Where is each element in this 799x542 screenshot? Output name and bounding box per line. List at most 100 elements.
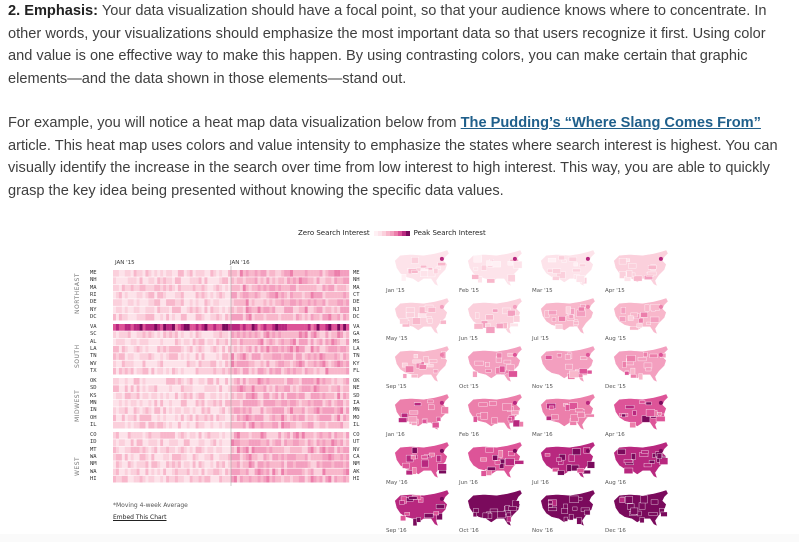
heatmap-cell <box>142 367 146 375</box>
heatmap-cell <box>290 313 294 321</box>
heatmap-cell <box>301 270 305 277</box>
us-map-icon <box>467 441 524 479</box>
heatmap-cell <box>328 324 332 331</box>
heatmap-cell <box>169 324 173 331</box>
heatmap-cell <box>346 331 350 338</box>
heatmap-cell <box>133 353 137 360</box>
heatmap-grid <box>113 266 350 486</box>
heatmap-cell <box>325 331 329 338</box>
heatmap-cell <box>263 338 267 346</box>
heatmap-cell <box>201 284 205 292</box>
heatmap-cell <box>290 432 294 439</box>
heatmap-cell <box>213 461 217 468</box>
heatmap-cell <box>325 367 329 375</box>
heatmap-cell <box>177 345 182 353</box>
us-map-icon <box>613 249 669 287</box>
heatmap-cell <box>133 439 137 446</box>
heatmap-cell <box>154 421 158 429</box>
heatmap-cell <box>251 313 255 321</box>
heatmap-cell <box>172 284 176 292</box>
region-label: SOUTH <box>74 344 81 368</box>
heatmap-cell <box>228 461 232 468</box>
heatmap-cell <box>180 360 184 368</box>
heatmap-cell <box>169 407 173 414</box>
heatmap-cell <box>136 432 140 439</box>
heatmap-cell <box>142 345 146 353</box>
heatmap-cell <box>118 392 123 400</box>
heatmap-cell <box>169 461 173 468</box>
heatmap-cell <box>210 291 214 299</box>
heatmap-cell <box>337 399 341 407</box>
heatmap-cell <box>204 475 208 483</box>
heatmap-cell <box>301 277 305 284</box>
state-label: VA <box>90 324 97 330</box>
heatmap-cell <box>239 277 243 284</box>
month-map: Jan '16 <box>386 392 456 438</box>
heatmap-cell <box>118 306 123 314</box>
heatmap-cell <box>281 392 285 400</box>
heatmap-cell <box>118 313 123 321</box>
heatmap-cell <box>334 338 338 346</box>
heatmap-cell <box>231 277 235 284</box>
state-label: OK <box>353 378 360 384</box>
heatmap-cell <box>219 270 223 277</box>
heatmap-cell <box>337 439 341 446</box>
heatmap-cell <box>195 306 199 314</box>
heatmap-cell <box>213 345 217 353</box>
heatmap-cell <box>160 432 164 439</box>
heatmap-cell <box>287 284 291 292</box>
heatmap-cell <box>169 338 173 346</box>
heatmap-cell <box>281 446 285 454</box>
heatmap-cell <box>248 324 252 331</box>
heatmap-cell <box>139 299 143 306</box>
heatmap-cell <box>343 461 347 468</box>
heatmap-cell <box>216 385 220 392</box>
heatmap-cell <box>136 407 140 414</box>
heatmap-cell <box>136 392 140 400</box>
heatmap-cell <box>192 439 196 446</box>
heatmap-cell <box>148 313 152 321</box>
heatmap-cell <box>334 291 338 299</box>
heatmap-cell <box>266 360 270 368</box>
heatmap-cell <box>145 414 149 422</box>
heatmap-cell <box>260 299 264 306</box>
heatmap-cell <box>192 284 196 292</box>
heatmap-cell <box>195 378 199 385</box>
pudding-article-link[interactable]: The Pudding’s “Where Slang Comes From” <box>460 115 761 131</box>
us-map-icon <box>540 441 596 479</box>
embed-chart-link[interactable]: Embed This Chart <box>113 514 167 521</box>
us-map-icon <box>467 393 524 431</box>
heatmap-cell <box>113 291 117 299</box>
heatmap-cell <box>298 360 302 368</box>
heatmap-cell <box>228 414 232 422</box>
heatmap-cell <box>169 446 173 454</box>
heatmap-cell <box>287 353 291 360</box>
heatmap-cell <box>189 284 193 292</box>
heatmap-cell <box>166 338 170 346</box>
us-map-icon <box>540 345 596 383</box>
heatmap-cell <box>307 468 311 476</box>
heatmap-cell <box>183 338 187 346</box>
heatmap-cell <box>192 399 196 407</box>
heatmap-cell <box>213 475 217 483</box>
heatmap-cell <box>322 306 326 314</box>
heatmap-cell <box>113 324 117 331</box>
heatmap-cell <box>174 392 179 400</box>
heatmap-cell <box>142 461 146 468</box>
heatmap-cell <box>322 277 326 284</box>
heatmap-cell <box>198 446 202 454</box>
heatmap-cell <box>260 324 264 331</box>
heatmap-cell <box>346 291 350 299</box>
heatmap-cell <box>301 475 305 483</box>
heatmap-cell <box>121 407 125 414</box>
heatmap-cell <box>248 306 252 314</box>
heatmap-cell <box>287 461 291 468</box>
heatmap-cell <box>160 475 164 483</box>
heatmap-cell <box>272 446 276 454</box>
heatmap-cell <box>207 414 211 422</box>
heatmap-cell <box>319 353 323 360</box>
heatmap-cell <box>172 399 176 407</box>
heatmap-cell <box>160 306 164 314</box>
heatmap-cell <box>346 378 350 385</box>
heatmap-cell <box>304 399 308 407</box>
